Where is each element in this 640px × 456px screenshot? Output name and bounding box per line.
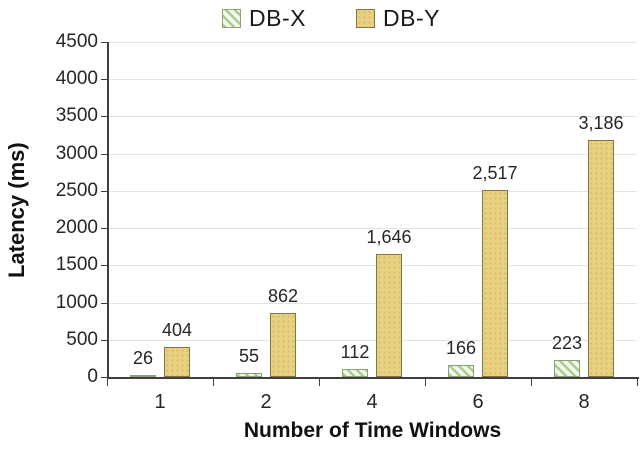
x-axis-title: Number of Time Windows [243, 419, 502, 442]
x-category-label: 6 [472, 391, 484, 413]
value-label: 55 [238, 345, 260, 366]
y-tick-label: 1000 [55, 291, 98, 313]
bar-db-x-4 [342, 368, 368, 377]
value-label: 862 [267, 285, 299, 306]
db-x-swatch-icon [222, 9, 242, 28]
y-tick-label: 2500 [55, 179, 98, 201]
x-tick-mark [107, 379, 108, 386]
bar-db-y-6 [482, 189, 508, 377]
legend-item-db-y: DB-Y [356, 5, 440, 32]
x-tick-mark [213, 379, 214, 386]
y-tick-label: 4000 [55, 68, 98, 90]
y-tick-mark [101, 302, 108, 304]
y-tick-label: 500 [66, 328, 98, 350]
value-label: 404 [161, 319, 193, 340]
y-tick-label: 1500 [55, 254, 98, 276]
y-tick-mark [101, 79, 108, 81]
grid-line [107, 79, 637, 81]
bar-db-y-1 [164, 346, 190, 377]
grid-line [107, 190, 637, 192]
y-tick-label: 2000 [55, 217, 98, 239]
y-tick-mark [101, 228, 108, 230]
x-category-label: 4 [366, 391, 378, 413]
y-tick-label: 0 [87, 366, 98, 387]
value-label: 166 [445, 337, 477, 358]
x-axis-line [107, 377, 639, 379]
bar-db-x-6 [448, 364, 474, 377]
x-category-label: 1 [154, 391, 166, 413]
y-tick-label: 3000 [55, 142, 98, 164]
x-category-label: 8 [578, 391, 590, 413]
y-axis-line [107, 42, 109, 379]
bar-db-x-8 [554, 360, 580, 377]
grid-line [107, 265, 637, 267]
legend-item-db-x: DB-X [222, 5, 306, 32]
y-tick-mark [101, 42, 108, 43]
y-axis-title: Latency (ms) [4, 142, 29, 279]
bar-db-y-4 [376, 254, 402, 377]
y-tick-mark [101, 265, 108, 267]
y-tick-mark [101, 190, 108, 192]
value-label: 112 [340, 341, 370, 362]
y-tick-mark [101, 377, 108, 378]
bar-db-y-2 [270, 312, 296, 377]
legend-label-db-x: DB-X [249, 5, 306, 31]
value-label: 2,517 [472, 162, 518, 183]
bar-db-x-1 [130, 375, 156, 377]
x-category-label: 2 [260, 391, 272, 413]
db-y-swatch-icon [356, 9, 375, 28]
grid-line [107, 339, 637, 341]
y-tick-mark [101, 153, 108, 155]
grid-line [107, 228, 637, 230]
x-tick-mark [637, 379, 638, 386]
legend-label-db-y: DB-Y [383, 5, 440, 31]
grid-line [107, 42, 637, 43]
y-tick-mark [101, 116, 108, 118]
value-label: 3,186 [578, 112, 624, 133]
grid-line [107, 302, 637, 304]
x-tick-mark [531, 379, 532, 386]
y-tick-label: 4500 [55, 31, 98, 52]
y-tick-label: 3500 [55, 105, 98, 127]
bar-db-x-2 [236, 372, 262, 377]
value-label: 223 [551, 333, 583, 354]
grid-line [107, 116, 637, 118]
x-tick-mark [319, 379, 320, 386]
x-tick-mark [425, 379, 426, 386]
grid-line [107, 153, 637, 155]
value-label: 26 [132, 348, 154, 368]
legend: DB-X DB-Y [0, 5, 640, 32]
y-tick-mark [101, 339, 108, 341]
bar-db-y-8 [588, 139, 614, 377]
value-label: 1,646 [366, 227, 412, 248]
